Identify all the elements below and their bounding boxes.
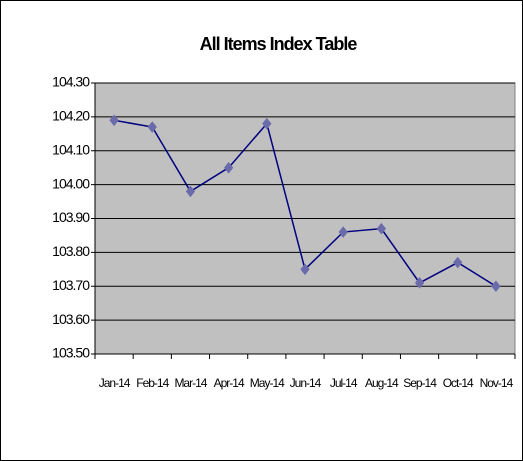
x-tick-label: Sep-14 — [403, 376, 437, 390]
y-tick-label: 103.80 — [52, 243, 90, 259]
data-marker — [491, 280, 501, 293]
chart-title: All Items Index Table — [200, 34, 358, 54]
x-tick-label: Jan-14 — [99, 376, 131, 390]
y-tick-label: 103.50 — [52, 345, 90, 361]
x-tick-label: Apr-14 — [214, 376, 245, 390]
y-tick-label: 104.20 — [52, 108, 90, 124]
data-marker — [376, 222, 387, 235]
x-tick-label: Nov-14 — [480, 376, 514, 390]
data-marker — [147, 121, 157, 133]
x-tick-label: May-14 — [250, 376, 285, 390]
y-tick-label: 103.90 — [52, 209, 90, 225]
x-tick-label: Aug-14 — [365, 376, 399, 390]
x-tick-label: Mar-14 — [174, 376, 207, 390]
data-marker — [185, 185, 196, 198]
data-marker — [453, 256, 463, 269]
y-tick-label: 104.00 — [52, 175, 90, 191]
x-tick-label: Jun-14 — [290, 376, 322, 390]
x-tick-label: Oct-14 — [443, 376, 474, 390]
data-marker — [109, 114, 119, 127]
y-tick-label: 104.10 — [52, 141, 90, 157]
data-marker — [300, 263, 310, 276]
data-marker — [414, 277, 425, 289]
x-tick-label: Jul-14 — [330, 376, 358, 390]
y-tick-label: 103.70 — [52, 277, 90, 293]
y-tick-label: 103.60 — [52, 311, 90, 327]
data-marker — [262, 117, 272, 130]
y-tick-label: 104.30 — [52, 74, 90, 90]
x-tick-label: Feb-14 — [136, 376, 169, 390]
data-marker — [223, 161, 234, 174]
data-marker — [338, 226, 348, 238]
